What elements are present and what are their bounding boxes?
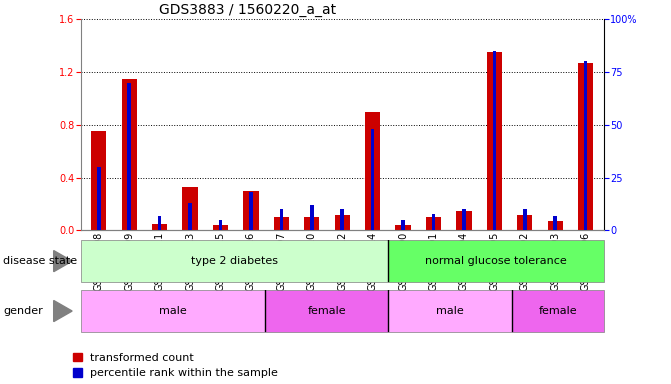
Bar bbox=[523, 209, 527, 230]
Bar bbox=[335, 215, 350, 230]
Bar bbox=[91, 131, 107, 230]
Bar bbox=[265, 290, 389, 332]
Bar bbox=[274, 217, 289, 230]
Polygon shape bbox=[54, 300, 72, 322]
Bar bbox=[395, 225, 411, 230]
Bar bbox=[548, 221, 563, 230]
Bar bbox=[389, 290, 511, 332]
Text: male: male bbox=[436, 306, 464, 316]
Text: disease state: disease state bbox=[3, 256, 77, 266]
Bar bbox=[389, 240, 604, 282]
Bar bbox=[244, 191, 258, 230]
Bar bbox=[578, 63, 593, 230]
Text: male: male bbox=[159, 306, 187, 316]
Bar bbox=[81, 290, 265, 332]
Bar bbox=[371, 129, 374, 230]
Bar bbox=[183, 187, 198, 230]
Bar bbox=[493, 51, 496, 230]
Bar bbox=[158, 216, 162, 230]
Bar bbox=[152, 224, 167, 230]
Text: normal glucose tolerance: normal glucose tolerance bbox=[425, 256, 567, 266]
Bar bbox=[127, 83, 131, 230]
Text: female: female bbox=[307, 306, 346, 316]
Text: gender: gender bbox=[3, 306, 43, 316]
Text: female: female bbox=[538, 306, 577, 316]
Bar bbox=[462, 209, 466, 230]
Bar bbox=[81, 240, 389, 282]
Text: GDS3883 / 1560220_a_at: GDS3883 / 1560220_a_at bbox=[159, 3, 336, 17]
Bar bbox=[213, 225, 228, 230]
Bar bbox=[554, 216, 557, 230]
Bar bbox=[280, 209, 283, 230]
Bar bbox=[249, 192, 253, 230]
Legend: transformed count, percentile rank within the sample: transformed count, percentile rank withi… bbox=[72, 353, 278, 379]
Bar bbox=[456, 210, 472, 230]
Bar bbox=[401, 220, 405, 230]
Bar bbox=[189, 203, 192, 230]
Bar bbox=[431, 214, 435, 230]
Bar bbox=[486, 52, 502, 230]
Bar bbox=[340, 209, 344, 230]
Bar bbox=[426, 217, 441, 230]
Bar bbox=[310, 205, 313, 230]
Bar bbox=[584, 61, 588, 230]
Bar bbox=[97, 167, 101, 230]
Bar bbox=[511, 290, 604, 332]
Bar bbox=[517, 215, 532, 230]
Bar bbox=[219, 220, 222, 230]
Bar bbox=[121, 79, 137, 230]
Bar bbox=[365, 112, 380, 230]
Polygon shape bbox=[54, 251, 72, 272]
Text: type 2 diabetes: type 2 diabetes bbox=[191, 256, 278, 266]
Bar bbox=[304, 217, 319, 230]
